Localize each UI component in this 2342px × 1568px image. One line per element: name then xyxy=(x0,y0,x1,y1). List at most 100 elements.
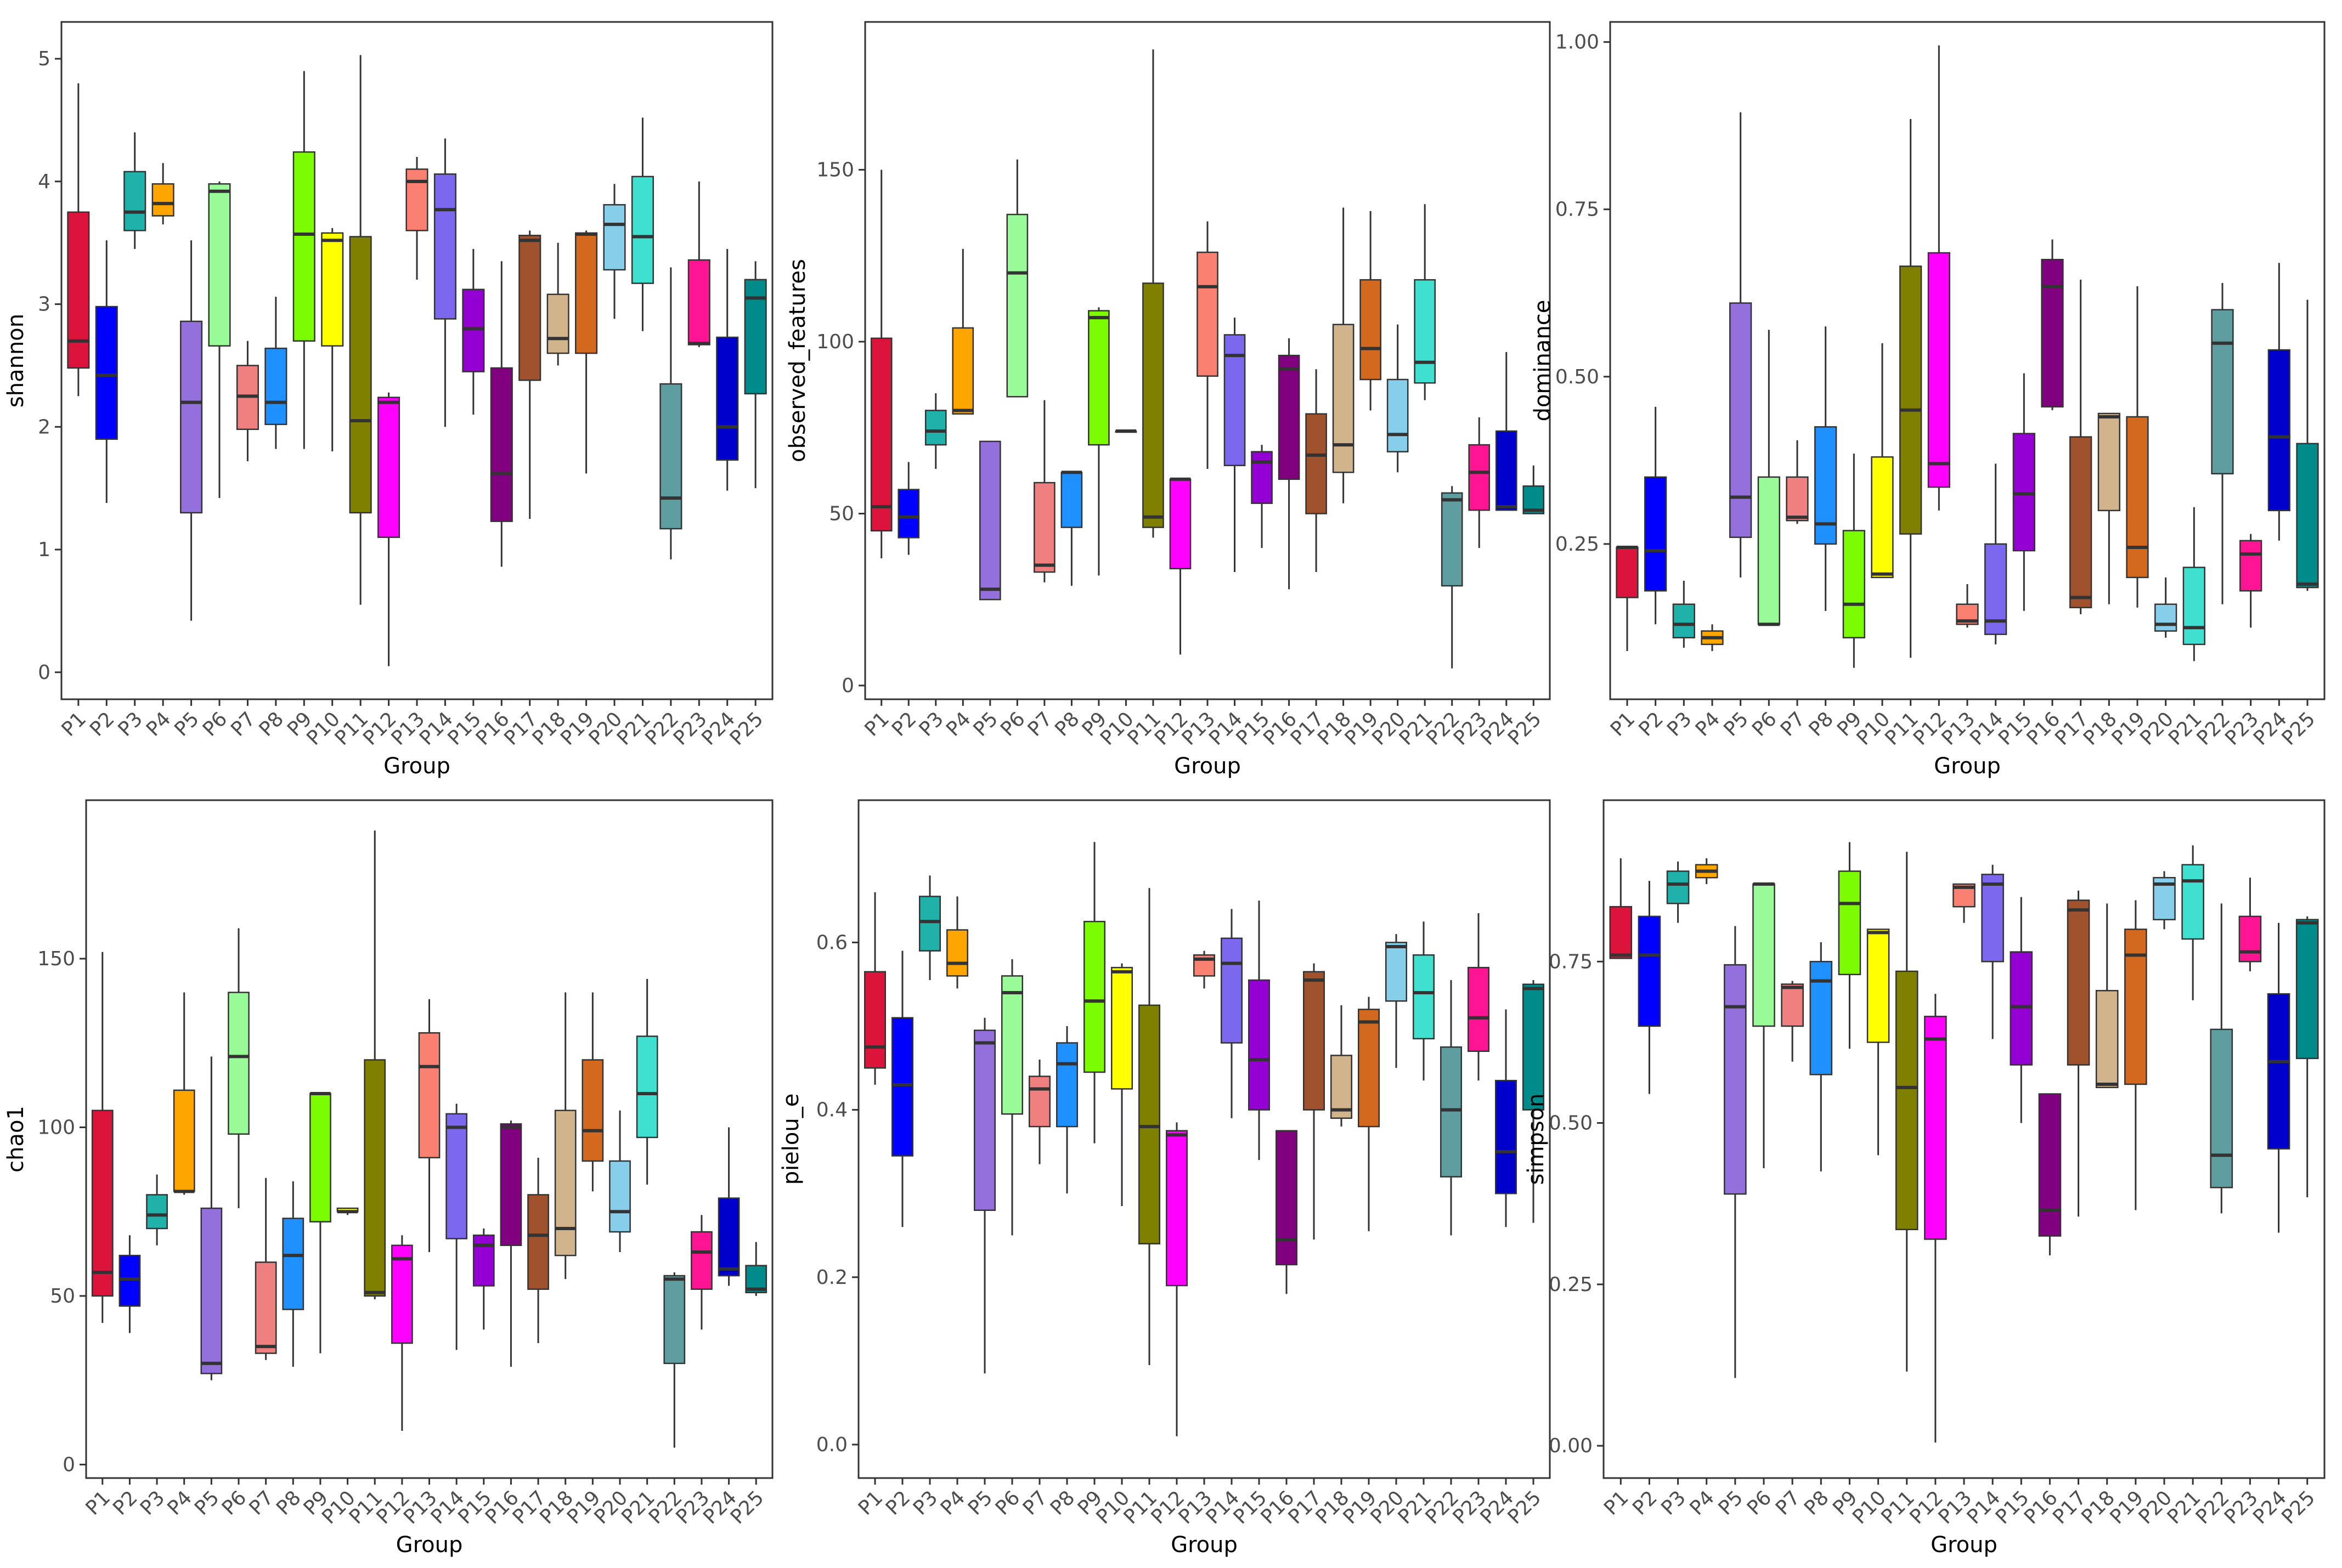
box-p7 xyxy=(236,341,259,461)
box-p23 xyxy=(1468,913,1489,1081)
box-p1 xyxy=(870,169,893,558)
iqr-box xyxy=(1644,476,1667,592)
box-p7 xyxy=(1781,981,1804,1062)
iqr-box xyxy=(282,1218,304,1310)
iqr-box xyxy=(264,347,287,426)
y-tick-label: 0.75 xyxy=(1549,950,1593,973)
box-p5 xyxy=(1729,112,1752,578)
iqr-box xyxy=(659,383,682,530)
iqr-box xyxy=(2267,349,2290,512)
iqr-box xyxy=(1838,870,1861,976)
iqr-box xyxy=(309,1092,331,1222)
box-p9 xyxy=(1083,842,1105,1144)
iqr-box xyxy=(321,232,344,347)
iqr-box xyxy=(1251,451,1273,504)
iqr-box xyxy=(445,1113,468,1239)
box-p17 xyxy=(1303,963,1325,1240)
panel-pielou-e: 0.00.20.40.6P1P2P3P4P5P6P7P8P9P10P11P12P… xyxy=(778,799,1551,1558)
x-tick-label: P7 xyxy=(1771,1486,1805,1520)
box-p12 xyxy=(1927,45,1950,511)
box-p3 xyxy=(924,393,947,469)
x-axis-title: Group xyxy=(1934,754,2001,779)
iqr-box xyxy=(2124,929,2147,1085)
box-p5 xyxy=(180,240,203,621)
box-p23 xyxy=(691,1215,713,1330)
y-axis-title: simpson xyxy=(1523,1094,1549,1185)
box-p15 xyxy=(2012,373,2035,611)
iqr-box xyxy=(2038,1093,2062,1237)
box-p10 xyxy=(1111,963,1133,1207)
iqr-box xyxy=(2154,603,2177,632)
iqr-box xyxy=(1924,1016,1947,1240)
box-p13 xyxy=(1956,584,1979,628)
box-p8 xyxy=(264,297,287,449)
box-p11 xyxy=(1895,852,1918,1372)
box-p11 xyxy=(349,55,372,605)
iqr-box xyxy=(716,336,739,461)
iqr-box xyxy=(1866,929,1890,1043)
box-p18 xyxy=(554,992,577,1280)
iqr-box xyxy=(609,1160,631,1233)
y-tick-label: 0.50 xyxy=(1549,1112,1593,1135)
box-p23 xyxy=(2239,534,2262,628)
box-p18 xyxy=(546,242,569,366)
box-p6 xyxy=(1001,959,1023,1236)
box-p24 xyxy=(2267,922,2290,1233)
iqr-box xyxy=(1781,983,1804,1027)
panel-chao1: 050100150P1P2P3P4P5P6P7P8P9P10P11P12P13P… xyxy=(3,799,774,1558)
box-p25 xyxy=(1522,980,1544,1223)
iqr-box xyxy=(2238,915,2262,963)
box-p24 xyxy=(2267,263,2290,541)
iqr-box xyxy=(1984,543,2007,635)
iqr-box xyxy=(208,183,231,347)
box-p18 xyxy=(2097,412,2120,604)
box-p22 xyxy=(663,1272,686,1448)
box-p8 xyxy=(1814,326,1837,611)
x-tick-label: P3 xyxy=(1663,707,1696,741)
x-tick-label: P8 xyxy=(1800,1486,1833,1520)
iqr-box xyxy=(1672,603,1695,638)
iqr-box xyxy=(1809,961,1833,1075)
y-tick-label: 50 xyxy=(50,1285,75,1307)
x-tick-label: P2 xyxy=(1634,707,1668,741)
x-tick-label: P25 xyxy=(1504,707,1546,750)
box-p25 xyxy=(744,261,767,489)
iqr-box xyxy=(349,236,372,514)
box-p9 xyxy=(292,71,315,449)
box-p21 xyxy=(636,978,658,1185)
box-p12 xyxy=(1169,477,1192,655)
iqr-box xyxy=(2067,899,2090,1066)
box-p20 xyxy=(1385,934,1407,1068)
iqr-box xyxy=(924,410,947,446)
iqr-box xyxy=(1330,1055,1352,1119)
iqr-box xyxy=(1842,530,1865,638)
iqr-box xyxy=(1358,1009,1380,1128)
iqr-box xyxy=(1166,1130,1188,1287)
box-p4 xyxy=(173,992,195,1195)
box-p2 xyxy=(1644,406,1667,625)
box-p12 xyxy=(391,1235,413,1431)
box-p10 xyxy=(1871,343,1894,579)
box-p5 xyxy=(979,440,1001,601)
box-p4 xyxy=(952,248,974,415)
iqr-box xyxy=(718,1197,740,1277)
iqr-box xyxy=(1332,324,1355,473)
box-p17 xyxy=(518,230,541,519)
iqr-box xyxy=(123,171,146,231)
box-p20 xyxy=(603,184,626,319)
x-tick-label: P4 xyxy=(1686,1486,1719,1520)
box-p1 xyxy=(67,83,90,397)
box-p3 xyxy=(1666,861,1690,923)
iqr-box xyxy=(151,183,174,217)
iqr-box xyxy=(1752,883,1775,1027)
iqr-box xyxy=(687,259,710,346)
y-tick-label: 0.2 xyxy=(816,1266,848,1289)
y-tick-label: 2 xyxy=(38,416,50,438)
iqr-box xyxy=(255,1261,277,1354)
iqr-box xyxy=(1248,979,1270,1111)
box-p15 xyxy=(2010,897,2033,1123)
iqr-box xyxy=(500,1123,522,1246)
box-p24 xyxy=(1495,1009,1517,1227)
iqr-box xyxy=(946,929,968,977)
box-p25 xyxy=(745,1242,768,1296)
